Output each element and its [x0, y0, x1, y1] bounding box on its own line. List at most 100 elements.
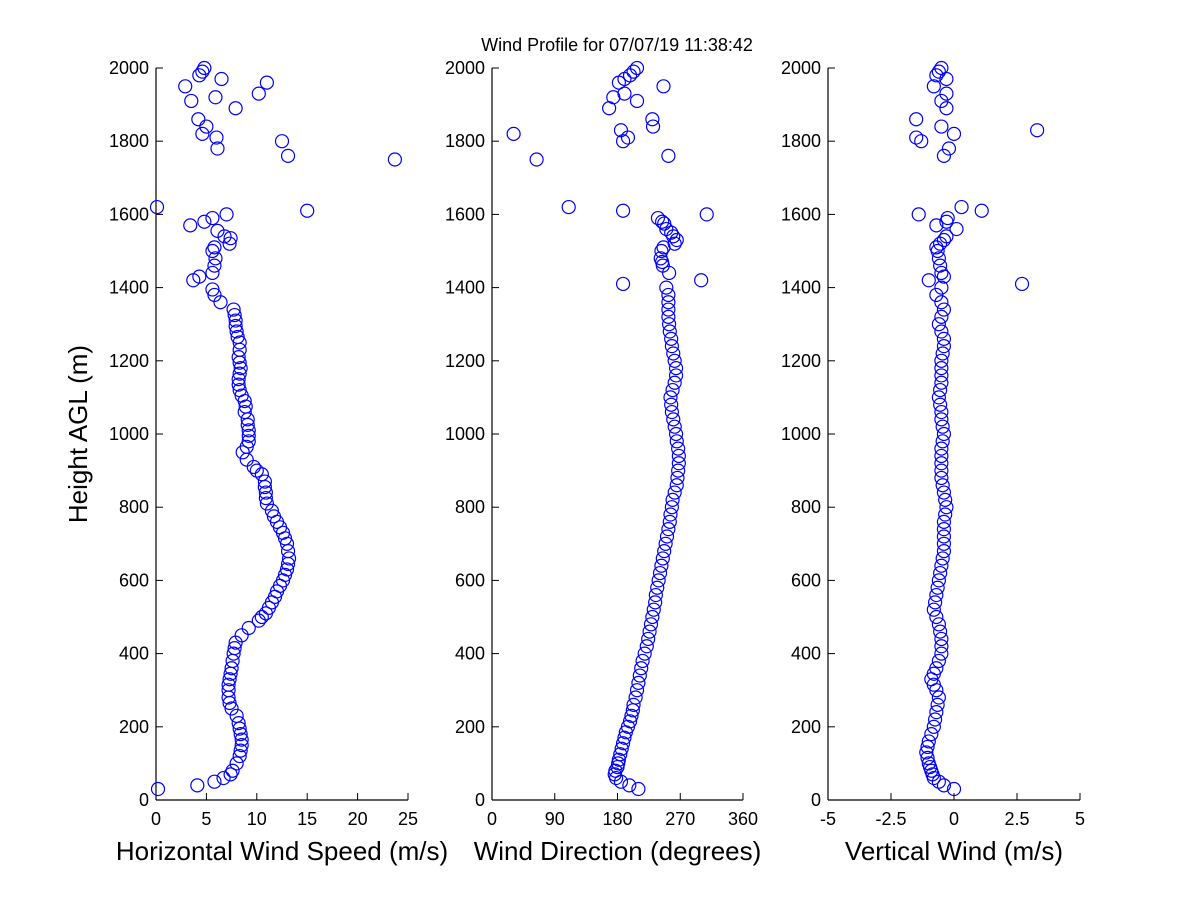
x-tick-label: 25 [398, 809, 418, 829]
y-tick-label: 2000 [781, 58, 821, 78]
x-axis-label: Vertical Wind (m/s) [845, 836, 1063, 866]
x-tick-label: -2.5 [875, 809, 906, 829]
y-tick-label: 1800 [781, 131, 821, 151]
data-point [655, 551, 670, 566]
x-tick-label: 5 [1075, 809, 1085, 829]
data-point [208, 90, 223, 105]
data-point [934, 463, 949, 478]
y-tick-label: 1600 [109, 204, 149, 224]
x-tick-label: 0 [151, 809, 161, 829]
data-point [197, 60, 212, 76]
y-tick-label: 1600 [445, 204, 485, 224]
data-point [931, 390, 946, 405]
data-point [622, 714, 638, 729]
chart-title: Wind Profile for 07/07/19 11:38:42 [481, 35, 753, 55]
x-tick-label: 2.5 [1004, 809, 1029, 829]
data-point [939, 101, 954, 116]
data-point [946, 781, 962, 797]
data-point [668, 368, 684, 383]
data-point [939, 500, 954, 515]
data-point [635, 653, 650, 669]
data-point [936, 232, 952, 248]
data-point [938, 507, 953, 522]
data-point [934, 470, 949, 486]
data-point [935, 551, 950, 566]
data-point [228, 313, 243, 328]
data-point [661, 309, 676, 324]
y-tick-label: 800 [119, 497, 149, 517]
data-point [934, 361, 949, 376]
data-point [929, 218, 944, 233]
data-point [192, 68, 207, 83]
x-axis-label: Wind Direction (degrees) [474, 836, 762, 866]
y-axis-label: Height AGL (m) [63, 345, 93, 523]
data-point [608, 763, 623, 778]
data-point [259, 75, 274, 90]
data-point [927, 595, 943, 610]
x-tick-label: 360 [728, 809, 758, 829]
data-point [191, 112, 206, 127]
data-point [934, 280, 949, 295]
data-point [222, 236, 237, 251]
data-point [629, 93, 645, 109]
data-point [934, 265, 949, 281]
data-point [934, 368, 949, 383]
data-point [934, 324, 949, 339]
data-point [617, 730, 632, 745]
data-point [237, 404, 252, 420]
data-point [929, 609, 944, 625]
data-point [280, 148, 296, 163]
data-point [227, 307, 242, 323]
data-point [232, 748, 247, 764]
data-point [232, 382, 247, 398]
data-point [195, 126, 210, 141]
data-point [239, 452, 254, 467]
data-point [249, 463, 264, 478]
data-point [657, 544, 672, 559]
data-point [659, 280, 674, 295]
data-point [228, 318, 243, 334]
data-point [229, 708, 244, 723]
data-point [936, 536, 952, 551]
data-point [279, 562, 295, 577]
data-point [229, 756, 244, 771]
data-point [664, 397, 679, 412]
data-point [232, 342, 247, 357]
y-tick-label: 1400 [445, 278, 485, 298]
data-point [615, 134, 631, 149]
data-point [626, 697, 641, 712]
data-point [949, 221, 964, 237]
data-point [626, 64, 641, 79]
data-point [934, 558, 949, 573]
data-point [663, 390, 678, 405]
data-point [936, 302, 952, 317]
y-tick-label: 200 [119, 717, 149, 737]
data-point [207, 774, 222, 789]
data-point [929, 240, 944, 255]
data-point [939, 86, 954, 101]
data-point [631, 675, 646, 690]
x-tick-label: 15 [297, 809, 317, 829]
data-point [929, 587, 944, 603]
data-point [661, 287, 676, 303]
y-tick-label: 600 [119, 570, 149, 590]
data-point [934, 353, 949, 368]
data-point [258, 485, 273, 500]
y-tick-label: 600 [791, 570, 821, 590]
x-tick-label: 0 [949, 809, 959, 829]
data-point [231, 716, 246, 731]
data-point [661, 522, 676, 537]
data-point [656, 79, 671, 94]
data-point [615, 276, 631, 292]
data-point [670, 470, 685, 486]
data-point [664, 500, 679, 515]
data-point [622, 778, 637, 793]
data-point [933, 624, 948, 639]
data-point [274, 134, 290, 149]
data-point [667, 485, 682, 500]
data-point [924, 727, 939, 742]
data-point [934, 60, 949, 76]
data-point [611, 752, 626, 767]
data-point [671, 441, 686, 456]
